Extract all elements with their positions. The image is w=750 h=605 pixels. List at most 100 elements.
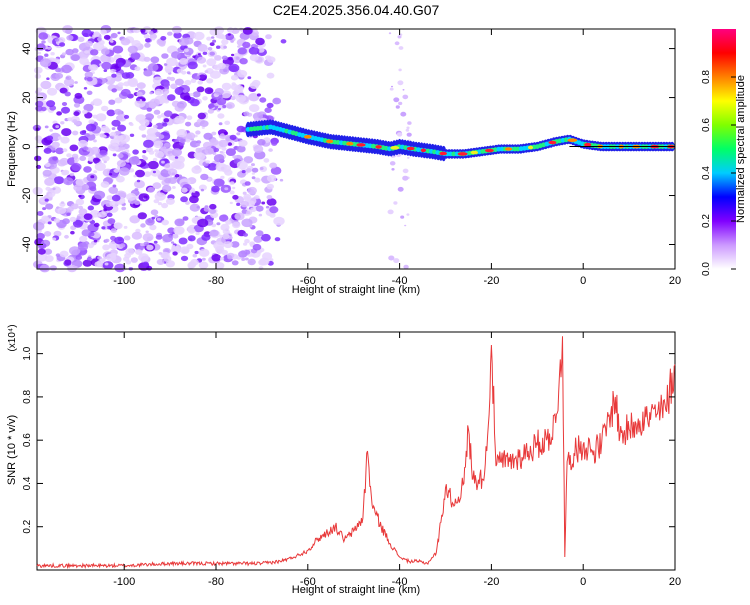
spectrogram-noise-cell <box>200 188 204 192</box>
spectrogram-noise-cell <box>221 55 228 61</box>
spectrogram-noise-cell <box>253 195 260 200</box>
spectrogram-noise-cell <box>119 243 126 248</box>
spectrogram-noise-cell <box>123 256 130 262</box>
spectrogram-noise-cell <box>216 222 221 226</box>
colorbar-tick-label: 0.4 <box>701 166 712 180</box>
snr-y-multiplier: (x10⁴) <box>7 324 18 351</box>
spectrogram-noise-cell <box>186 71 191 75</box>
spectrogram-noise-cell <box>222 104 227 109</box>
spectrogram-noise-cell <box>116 160 126 167</box>
spectrogram-noise-cell <box>266 72 275 79</box>
spectrogram-noise-cell <box>388 255 395 261</box>
spectrogram-noise-cell <box>259 257 270 266</box>
spectrogram-noise-cell <box>49 265 57 271</box>
spectrogram-noise-cell <box>162 184 172 193</box>
spectrogram-noise-cell <box>135 169 145 178</box>
spectrogram-noise-cell <box>393 155 396 158</box>
spectrogram-noise-cell <box>102 261 114 270</box>
spectrogram-noise-cell <box>46 77 50 80</box>
spectrogram-noise-cell <box>167 227 176 234</box>
spectrogram-noise-layer <box>32 25 412 273</box>
spectrogram-noise-cell <box>164 99 169 104</box>
spectrogram-noise-cell <box>391 168 395 171</box>
spectrogram-noise-cell <box>236 125 246 133</box>
spectrogram-noise-cell <box>87 205 95 211</box>
spectrogram-noise-cell <box>162 234 174 243</box>
spectrogram-noise-cell <box>79 235 88 243</box>
spectrogram-noise-cell <box>183 48 189 53</box>
spectrogram-noise-cell <box>92 157 100 164</box>
spectrogram-noise-cell <box>216 45 221 49</box>
spectrogram-noise-cell <box>163 118 170 123</box>
spectrogram-noise-cell <box>160 146 167 152</box>
spectrogram-noise-cell <box>43 248 53 255</box>
spectrogram-noise-cell <box>52 156 58 161</box>
spectrogram-trace-peak <box>485 148 494 153</box>
spectrogram-noise-cell <box>154 151 165 159</box>
spectrogram-noise-cell <box>128 79 138 88</box>
spectrogram-noise-cell <box>273 216 285 226</box>
spectrogram-noise-cell <box>203 132 213 140</box>
spectrogram-noise-cell <box>248 104 260 113</box>
spectrogram-noise-cell <box>402 168 409 174</box>
spectrogram-noise-cell <box>136 97 141 102</box>
spectrogram-noise-cell <box>61 52 67 56</box>
spectrogram-noise-cell <box>33 221 45 231</box>
spectrogram-noise-cell <box>393 97 400 103</box>
spectrogram-noise-cell <box>204 70 209 74</box>
spectrogram-noise-cell <box>227 255 233 260</box>
spectrogram-noise-cell <box>62 169 70 176</box>
spectrogram-noise-cell <box>198 248 210 257</box>
spectrogram-noise-cell <box>192 253 198 258</box>
spectrogram-noise-cell <box>161 160 165 164</box>
spectrogram-noise-cell <box>216 98 227 106</box>
spectrogram-noise-cell <box>244 239 250 244</box>
spectrogram-noise-cell <box>201 126 205 129</box>
spectrogram-noise-cell <box>81 29 93 38</box>
spectrogram-noise-cell <box>44 53 49 57</box>
spectrogram-noise-cell <box>140 28 146 33</box>
spectrogram-noise-cell <box>86 90 93 96</box>
spectrogram-noise-cell <box>263 158 270 163</box>
spectrogram-noise-cell <box>53 218 61 223</box>
spectrogram-noise-cell <box>129 123 134 127</box>
spectrogram-noise-cell <box>389 87 394 91</box>
spectrogram-noise-cell <box>41 40 46 44</box>
spectrogram-noise-cell <box>280 39 287 44</box>
spectrogram-noise-cell <box>74 92 83 99</box>
spectrogram-noise-cell <box>182 89 188 93</box>
spectrogram-noise-cell <box>47 46 52 50</box>
colorbar-scale <box>712 29 736 269</box>
spectrogram-noise-cell <box>178 37 190 46</box>
spectrogram-noise-cell <box>56 37 66 44</box>
spectrogram-noise-cell <box>227 27 234 33</box>
spectrogram-noise-cell <box>254 150 266 160</box>
spectrogram-noise-cell <box>38 243 47 249</box>
spectrogram-noise-cell <box>224 187 229 191</box>
spectrogram-noise-cell <box>113 222 123 230</box>
snr-y-tick-label: 0.2 <box>22 519 33 533</box>
spectrogram-noise-cell <box>112 184 117 188</box>
spectrogram-noise-cell <box>239 58 248 65</box>
spectrogram-noise-cell <box>218 139 229 148</box>
spectrogram-noise-cell <box>79 155 87 161</box>
spectrogram-noise-cell <box>93 190 106 200</box>
spectrogram-noise-cell <box>113 135 120 140</box>
spectrogram-noise-cell <box>214 88 224 96</box>
spectrogram-noise-cell <box>221 249 229 256</box>
spectrogram-noise-cell <box>243 156 254 164</box>
spectrogram-noise-cell <box>185 138 191 143</box>
spectrogram-noise-cell <box>261 201 266 205</box>
spectrogram-trace-peak <box>326 139 334 144</box>
spectrogram-noise-cell <box>142 261 149 267</box>
spectrogram-noise-cell <box>222 228 230 235</box>
spectrogram-noise-cell <box>236 145 246 153</box>
spectrogram-noise-cell <box>207 163 218 171</box>
spectrogram-noise-cell <box>163 63 168 66</box>
spectrogram-noise-cell <box>145 165 150 169</box>
snr-x-label: Height of straight line (km) <box>292 584 420 596</box>
spectrogram-noise-cell <box>57 159 67 167</box>
spectrogram-noise-cell <box>90 101 95 105</box>
spectrogram-trace-peak <box>420 148 427 153</box>
snr-y-tick-label: 0.8 <box>22 390 33 404</box>
